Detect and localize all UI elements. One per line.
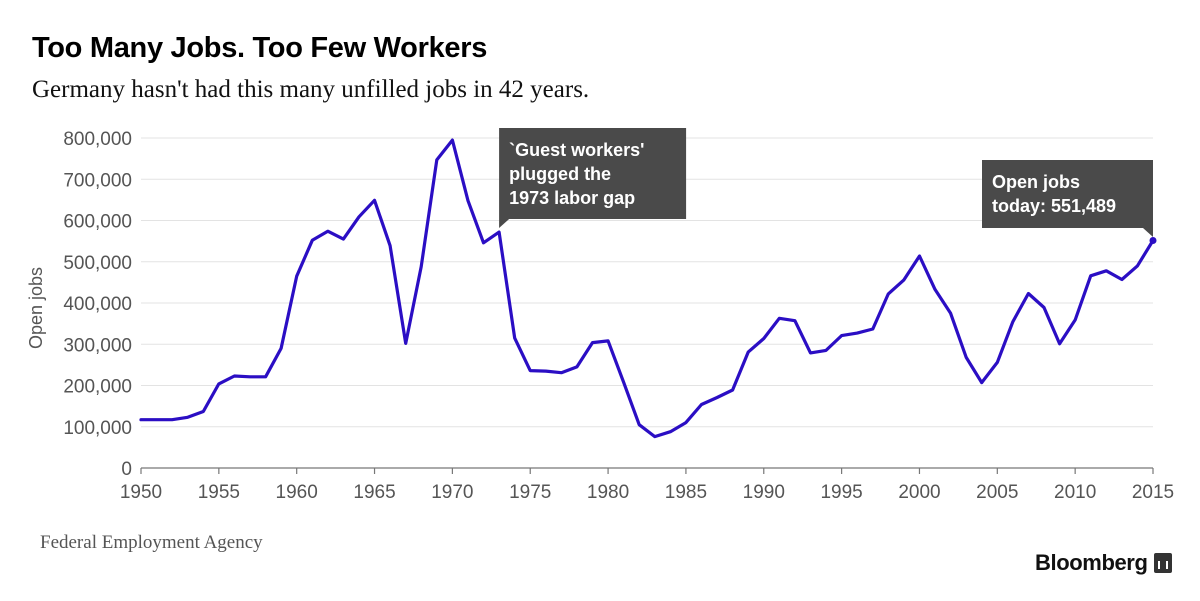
y-tick-label: 700,000	[63, 170, 132, 191]
x-tick-label: 1970	[431, 482, 473, 503]
bloomberg-terminal-icon	[1153, 553, 1172, 573]
x-tick-label: 1950	[120, 482, 162, 503]
x-tick-label: 2000	[898, 482, 940, 503]
x-tick-label: 1990	[743, 482, 785, 503]
annotation-text: today: 551,489	[992, 196, 1116, 216]
source-note: Federal Employment Agency	[40, 532, 263, 553]
x-tick-label: 1985	[665, 482, 707, 503]
y-tick-label: 500,000	[63, 253, 132, 274]
brand-name: Bloomberg	[1035, 550, 1148, 575]
y-tick-label: 800,000	[63, 129, 132, 150]
annotation-pointer	[1143, 228, 1153, 237]
x-tick-label: 1980	[587, 482, 629, 503]
x-tick-label: 1965	[353, 482, 395, 503]
y-tick-label: 600,000	[63, 212, 132, 233]
y-tick-label: 100,000	[63, 418, 132, 439]
x-tick-label: 1975	[509, 482, 551, 503]
x-tick-label: 2015	[1132, 482, 1174, 503]
y-tick-label: 0	[121, 459, 132, 480]
y-tick-label: 200,000	[63, 377, 132, 398]
annotation-text: plugged the	[509, 164, 611, 184]
annotation-pointer	[499, 219, 510, 228]
annotation-box	[982, 160, 1153, 228]
y-tick-label: 300,000	[63, 335, 132, 356]
series-line-open-jobs	[139, 138, 1155, 439]
x-tick-label: 2010	[1054, 482, 1096, 503]
annotation-text: Open jobs	[992, 172, 1080, 192]
annotation-text: `Guest workers'	[509, 140, 644, 160]
x-tick-label: 1960	[276, 482, 318, 503]
y-axis-label: Open jobs	[26, 267, 46, 349]
chart-subtitle: Germany hasn't had this many unfilled jo…	[32, 76, 590, 103]
x-tick-label: 2005	[976, 482, 1018, 503]
x-tick-label: 1995	[820, 482, 862, 503]
chart-title: Too Many Jobs. Too Few Workers	[32, 32, 488, 64]
annotation-box	[499, 128, 687, 219]
y-tick-label: 400,000	[63, 294, 132, 315]
annotation-text: 1973 labor gap	[509, 188, 635, 208]
bloomberg-logo: Bloomberg	[1035, 550, 1172, 576]
endpoint-marker	[1149, 237, 1157, 245]
x-tick-label: 1955	[198, 482, 240, 503]
